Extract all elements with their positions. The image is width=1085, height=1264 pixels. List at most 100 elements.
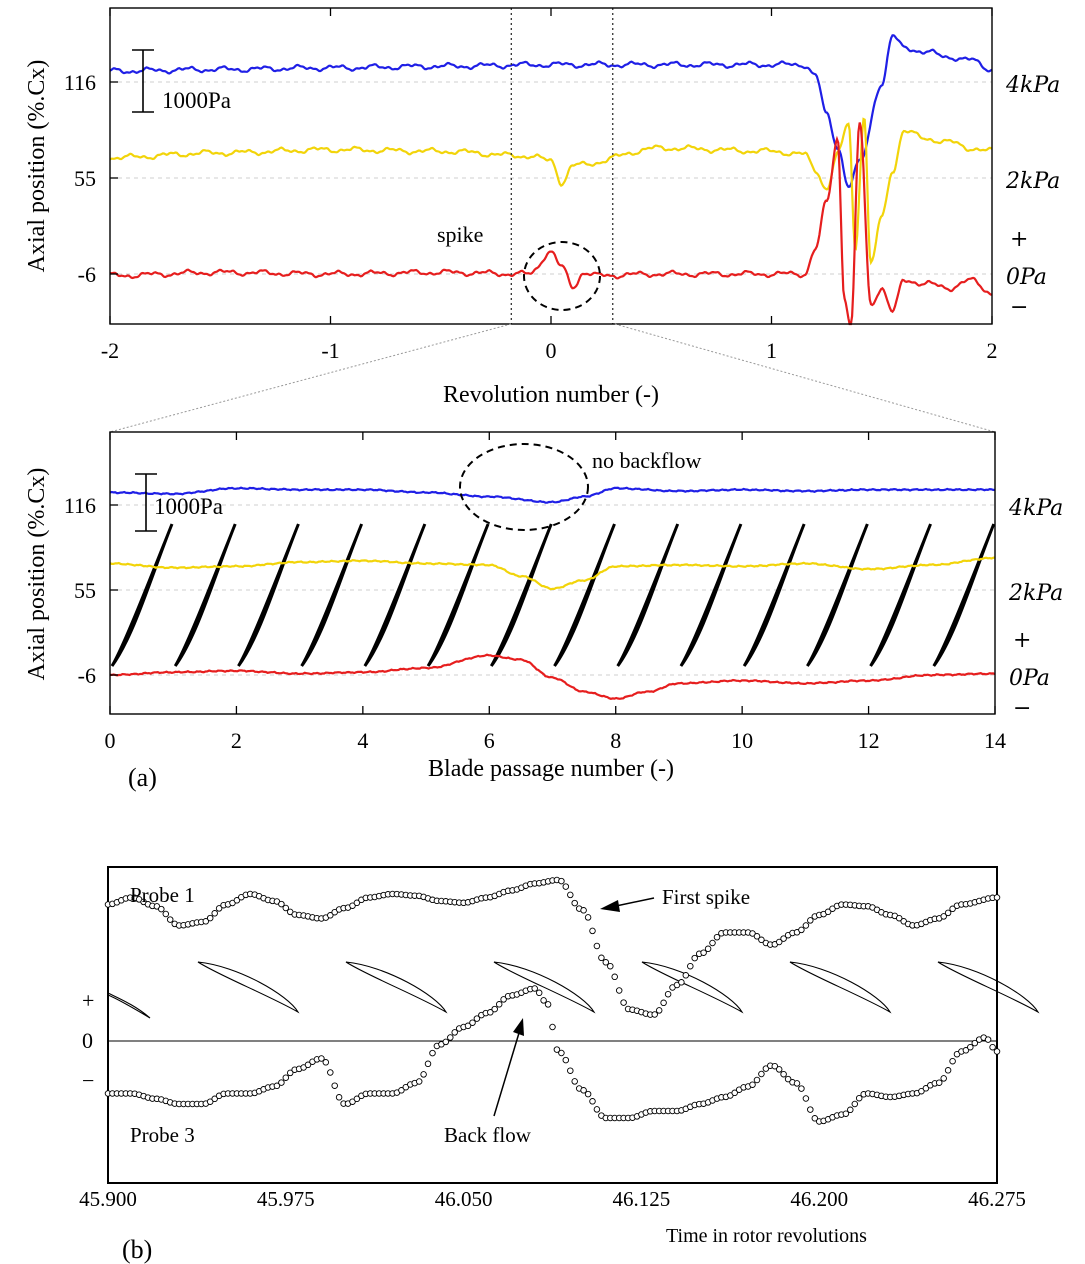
data-point	[206, 1098, 214, 1105]
panel-b-x-axis-label: Time in rotor revolutions	[666, 1225, 867, 1247]
data-point	[700, 949, 707, 956]
panel-b-probe3-label: Probe 3	[130, 1123, 195, 1147]
series-line-1	[109, 556, 996, 591]
panel-a-bottom-frame	[109, 431, 996, 715]
data-point	[273, 1082, 281, 1090]
blade-12	[806, 523, 869, 667]
data-point	[451, 1029, 458, 1036]
x-tick-label-5: 46.275	[968, 1187, 1026, 1211]
right-label-plus: +	[1010, 227, 1028, 252]
blade-13	[869, 523, 932, 667]
data-point	[611, 973, 618, 981]
data-point	[473, 1015, 481, 1022]
data-point	[327, 1069, 334, 1076]
data-point	[353, 1095, 361, 1103]
data-point	[558, 1049, 565, 1057]
data-point	[491, 1005, 498, 1013]
data-point	[775, 938, 783, 946]
data-point	[731, 1089, 738, 1097]
panel-a-bottom-y-axis-label: Axial position (%.Cx)	[24, 468, 50, 681]
x-tick-label-7: 14	[984, 728, 1006, 753]
x-tick-label-3: 6	[484, 728, 495, 753]
panel-a-bottom-no-backflow-circle	[459, 443, 589, 531]
data-point	[598, 954, 605, 962]
panel-a-bottom-no-backflow-annotation: no backflow	[592, 448, 701, 473]
data-point	[562, 1056, 570, 1064]
data-point	[495, 1001, 503, 1008]
panel-b-probe1-label: Probe 1	[130, 883, 195, 907]
data-point	[335, 1094, 343, 1101]
panel-b-back-flow-annotation: Back flow	[444, 1123, 532, 1147]
data-point	[775, 1066, 783, 1073]
data-point	[824, 908, 832, 916]
data-point	[758, 936, 765, 944]
blade-2	[173, 523, 237, 667]
panel-b-first-spike-annotation: First spike	[662, 885, 750, 909]
panel-b-blade-row	[107, 961, 1040, 1019]
data-point	[687, 962, 694, 970]
data-point	[971, 1039, 979, 1047]
data-point	[895, 914, 903, 922]
data-point	[584, 1090, 592, 1098]
x-tick-label-0: 0	[105, 728, 116, 753]
blade-7	[489, 523, 553, 667]
data-point	[771, 1062, 779, 1070]
data-point	[620, 999, 627, 1006]
data-point	[935, 1079, 943, 1086]
x-tick-label-1: 45.975	[257, 1187, 315, 1211]
data-point	[571, 1078, 578, 1085]
data-point	[215, 905, 223, 912]
data-point	[704, 945, 712, 953]
data-point	[286, 1069, 294, 1077]
panel-a-bottom-scale-bar	[135, 473, 157, 532]
panel-b-y-label-zero: 0	[82, 1028, 93, 1053]
data-point	[682, 972, 690, 979]
data-point	[607, 962, 614, 970]
x-tick-label-1: -1	[321, 338, 339, 363]
y-tick-label-0: 116	[64, 493, 96, 518]
data-point	[962, 1047, 970, 1054]
right-label-0pa: 0Pa	[1009, 666, 1050, 691]
panel-a-top: -2 -1 0 1 2 116 55 -6 Revolution number (-) Ax…	[24, 7, 1060, 408]
data-point	[584, 914, 592, 921]
data-point	[349, 1098, 356, 1105]
x-tick-label-1: 2	[231, 728, 242, 753]
panel-a-top-right-labels: 4kPa 2kPa +0Pa −	[1005, 73, 1060, 320]
blade-b-6	[937, 961, 1040, 1014]
x-tick-label-4: 46.200	[790, 1187, 848, 1211]
data-point	[549, 1023, 556, 1031]
data-point	[580, 1087, 587, 1094]
x-tick-label-4: 8	[610, 728, 621, 753]
series-line-2	[109, 122, 993, 326]
data-point	[798, 926, 805, 934]
series-line-2	[110, 653, 996, 700]
data-point	[211, 910, 218, 917]
data-point	[847, 1106, 854, 1114]
data-point	[589, 927, 596, 935]
data-point	[651, 1011, 658, 1018]
data-point	[993, 894, 1001, 901]
y-tick-label-2: -6	[78, 663, 96, 688]
data-point	[593, 1106, 601, 1113]
right-label-plus: +	[1013, 628, 1031, 653]
data-point	[793, 1080, 801, 1087]
panel-a-top-x-ticks: -2 -1 0 1 2	[101, 8, 998, 363]
panel-a-label: (a)	[128, 763, 157, 792]
data-point	[944, 1067, 952, 1074]
data-point	[442, 1038, 450, 1046]
panel-b-series	[104, 876, 1001, 1125]
panel-a-bottom-y-ticks: 116 55 -6	[64, 493, 118, 688]
data-point	[855, 1094, 863, 1102]
data-point	[655, 1007, 663, 1014]
panel-a-bottom-right-labels: 4kPa 2kPa +0Pa −	[1008, 496, 1063, 721]
data-point	[664, 990, 672, 998]
series-line-1	[109, 117, 993, 266]
right-label-0pa: 0Pa	[1006, 265, 1047, 290]
blade-b-2	[345, 961, 448, 1014]
data-point	[749, 930, 756, 937]
data-point	[500, 996, 507, 1003]
y-tick-label-2: -6	[78, 262, 96, 287]
right-label-2kpa: 2kPa	[1008, 581, 1063, 606]
panel-a-bottom-x-axis-label: Blade passage number (-)	[428, 756, 674, 782]
